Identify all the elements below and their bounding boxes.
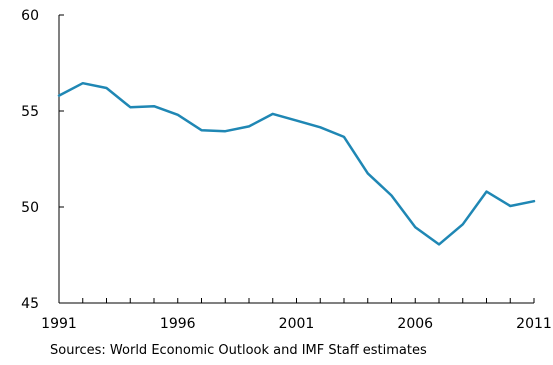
chart-series — [57, 81, 536, 246]
source-note: Sources: World Economic Outlook and IMF … — [50, 343, 427, 358]
x-tick-label: 1996 — [160, 316, 196, 332]
y-tick-label: 45 — [21, 296, 39, 312]
x-tick-label: 2011 — [516, 316, 552, 332]
x-tick-label: 1991 — [41, 316, 77, 332]
chart-tick-labels: 45 50 55 60 1991 1996 2001 2006 2011 — [21, 8, 552, 332]
x-tick-label: 2001 — [279, 316, 315, 332]
chart-axes — [58, 14, 535, 304]
series-line — [57, 81, 536, 246]
y-tick-label: 50 — [21, 200, 39, 216]
y-tick-label: 60 — [21, 8, 39, 24]
x-tick-label: 2006 — [397, 316, 433, 332]
y-tick-label: 55 — [21, 104, 39, 120]
